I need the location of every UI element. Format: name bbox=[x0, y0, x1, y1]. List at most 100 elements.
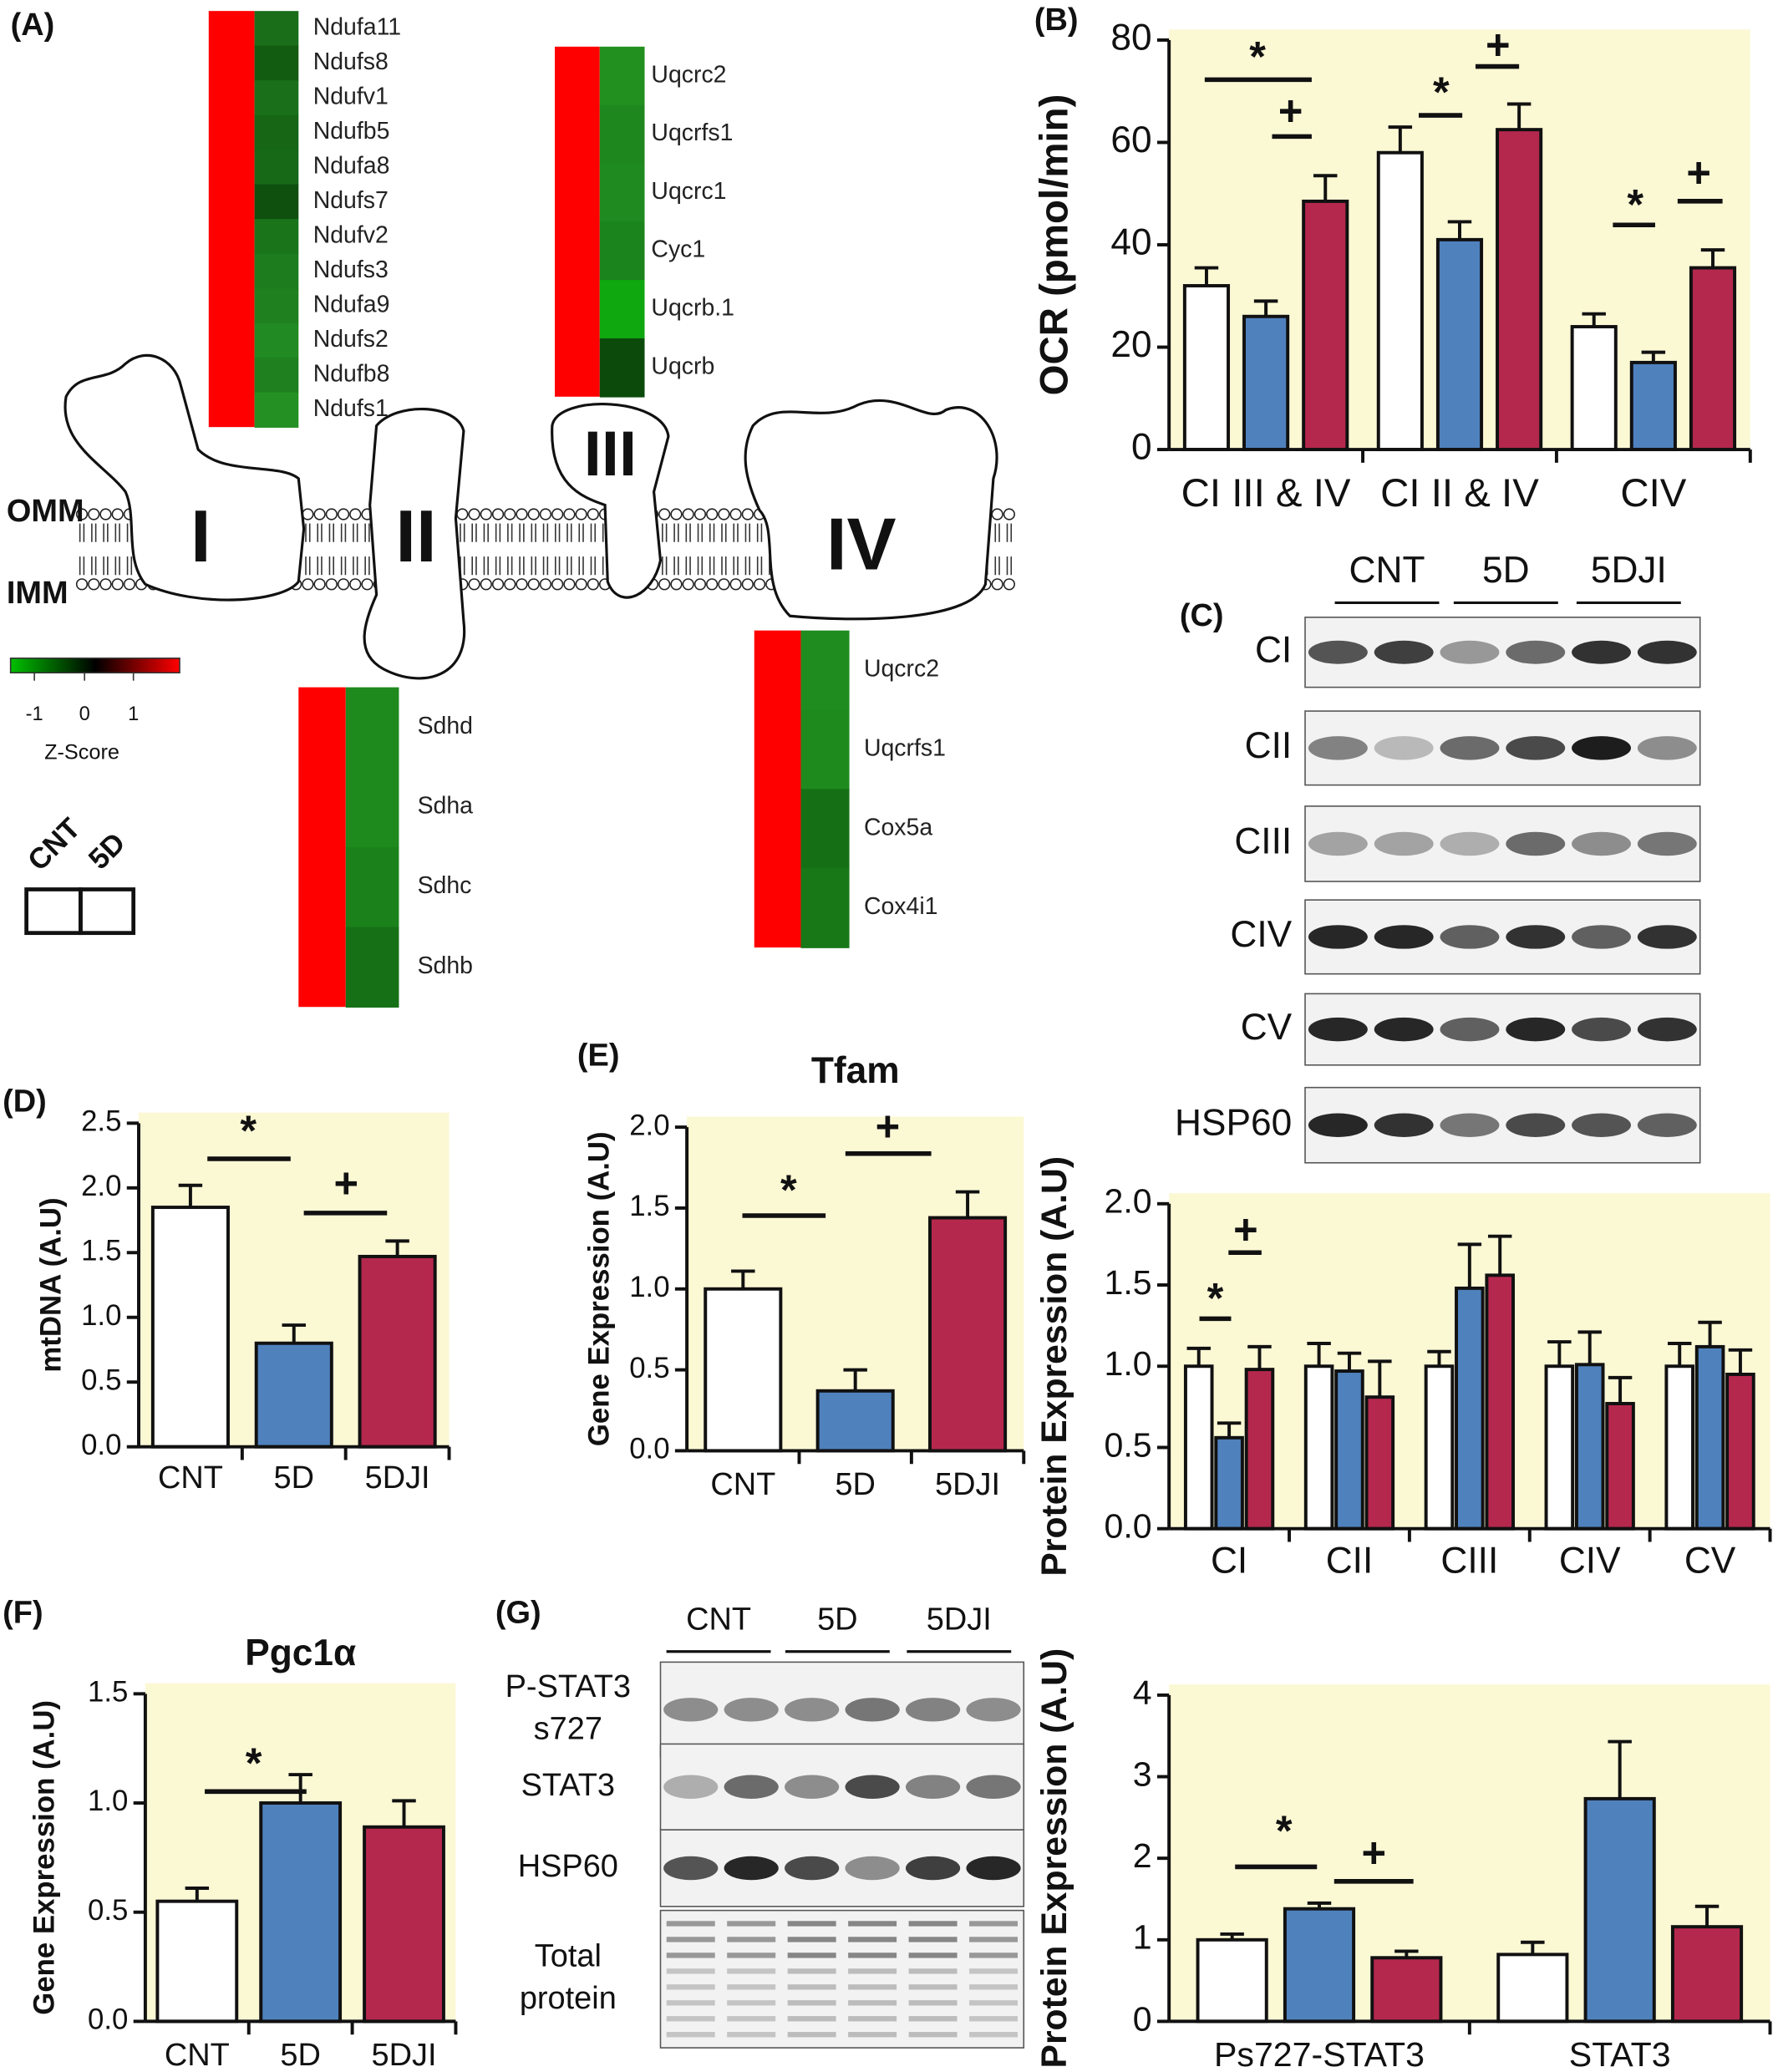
blot-band bbox=[908, 2032, 958, 2038]
blot-band bbox=[1572, 831, 1631, 856]
blot-band bbox=[1308, 1113, 1368, 1137]
y-tick-label: 1.0 bbox=[88, 1785, 128, 1817]
bar bbox=[1689, 266, 1737, 452]
blot-band bbox=[724, 1775, 779, 1800]
blot-band bbox=[1572, 925, 1631, 949]
lipid-head bbox=[693, 578, 707, 591]
blot-band bbox=[787, 2016, 836, 2022]
heatmap-cell bbox=[208, 11, 255, 428]
blot-band bbox=[905, 1698, 961, 1722]
blot-band bbox=[1440, 640, 1500, 664]
lipid-head bbox=[551, 508, 564, 521]
lipid-head bbox=[111, 508, 124, 521]
y-tick-label: 0.5 bbox=[1104, 1425, 1151, 1464]
bar bbox=[1605, 1401, 1635, 1531]
sample-legend-label: CNT bbox=[22, 812, 86, 876]
gene-label: Ndufs3 bbox=[313, 256, 389, 283]
gene-label: Sdha bbox=[418, 793, 474, 820]
blot-band bbox=[666, 2000, 715, 2006]
blot-box bbox=[1304, 899, 1701, 975]
lipid-head bbox=[682, 508, 694, 521]
heatmap-cell bbox=[254, 114, 299, 150]
bar bbox=[1664, 1364, 1695, 1531]
complex-shape bbox=[551, 403, 670, 599]
lipid-head bbox=[302, 508, 314, 521]
gene-label: Ndufs2 bbox=[313, 326, 389, 353]
heatmap-cell bbox=[254, 45, 299, 81]
blot-band bbox=[908, 1968, 958, 1974]
blot-band bbox=[1637, 640, 1697, 664]
bar bbox=[1670, 1925, 1744, 2024]
bar bbox=[259, 1801, 343, 2024]
y-tick-label: 60 bbox=[1110, 119, 1151, 160]
y-tick-label: 40 bbox=[1110, 222, 1151, 263]
y-tick-label: 4 bbox=[1133, 1673, 1152, 1712]
blot-band bbox=[966, 1856, 1021, 1881]
lipid-head bbox=[456, 508, 469, 521]
lipid-head bbox=[349, 508, 362, 521]
heatmap-cell bbox=[800, 789, 850, 870]
lipid-head bbox=[658, 508, 671, 521]
blot-band bbox=[787, 1921, 836, 1927]
blot-band bbox=[1374, 925, 1434, 949]
lipid-head bbox=[539, 578, 552, 591]
lipid-head bbox=[718, 508, 730, 521]
lipid-head bbox=[729, 578, 742, 591]
y-tick-label: 1.5 bbox=[629, 1191, 669, 1222]
gene-label: Uqcrc1 bbox=[651, 178, 726, 205]
blot-box bbox=[1304, 710, 1701, 786]
blot-band bbox=[905, 1775, 961, 1800]
y-tick-label: 0.0 bbox=[1104, 1507, 1151, 1546]
significance-mark: + bbox=[876, 1103, 901, 1150]
gene-label: Sdhc bbox=[418, 872, 472, 899]
blot-band bbox=[666, 2032, 715, 2038]
x-tick-label: 5D bbox=[280, 2038, 321, 2072]
y-tick-label: 3 bbox=[1133, 1755, 1152, 1793]
gene-label: Cox5a bbox=[864, 814, 932, 840]
bar bbox=[1370, 1956, 1443, 2024]
bar bbox=[1570, 325, 1618, 452]
blot-band bbox=[663, 1856, 719, 1881]
gene-label: Ndufb8 bbox=[313, 360, 390, 387]
blot-band bbox=[1308, 640, 1368, 664]
significance-mark: * bbox=[246, 1739, 262, 1787]
bar bbox=[1183, 1364, 1214, 1531]
heatmap-cell bbox=[555, 46, 600, 397]
blot-band bbox=[785, 1698, 840, 1722]
heatmap-cell bbox=[254, 80, 299, 116]
lipid-head bbox=[88, 508, 100, 521]
blot-band bbox=[1572, 1017, 1631, 1042]
bar bbox=[1283, 1907, 1356, 2024]
lipid-head bbox=[302, 578, 314, 591]
blot-band bbox=[908, 2016, 958, 2022]
zscore-gradient bbox=[9, 658, 180, 674]
lipid-head bbox=[468, 578, 480, 591]
lipid-head bbox=[991, 578, 1003, 591]
blot-band bbox=[724, 1698, 779, 1722]
blot-band bbox=[1440, 925, 1500, 949]
blot-band bbox=[848, 1921, 897, 1927]
blot-row-label: STAT3 bbox=[521, 1768, 615, 1803]
blot-band bbox=[787, 1937, 836, 1942]
blot-band bbox=[1637, 1017, 1697, 1042]
y-axis-label: Protein Expression (A.U) bbox=[1034, 1648, 1074, 2069]
lipid-head bbox=[706, 508, 719, 521]
y-tick-label: 1.5 bbox=[1104, 1263, 1151, 1302]
lipid-head bbox=[349, 578, 362, 591]
blot-band bbox=[1506, 1113, 1566, 1137]
bar bbox=[1303, 1364, 1334, 1531]
heatmap-cell bbox=[754, 630, 801, 948]
lipid-head bbox=[111, 578, 124, 591]
y-axis-label: OCR (pmol/min) bbox=[1032, 94, 1076, 396]
blot-band bbox=[1308, 831, 1368, 856]
lipid-head bbox=[527, 508, 540, 521]
heatmap-cell bbox=[599, 163, 645, 223]
blot-row-label: CIII bbox=[1234, 821, 1292, 862]
heatmap-cell bbox=[599, 338, 645, 398]
lipid-head bbox=[682, 578, 694, 591]
blot-band bbox=[1572, 640, 1631, 664]
blot-band bbox=[845, 1775, 900, 1800]
blot-band bbox=[1308, 1017, 1368, 1042]
bar bbox=[1574, 1363, 1605, 1531]
chart-title: Tfam bbox=[811, 1050, 900, 1091]
